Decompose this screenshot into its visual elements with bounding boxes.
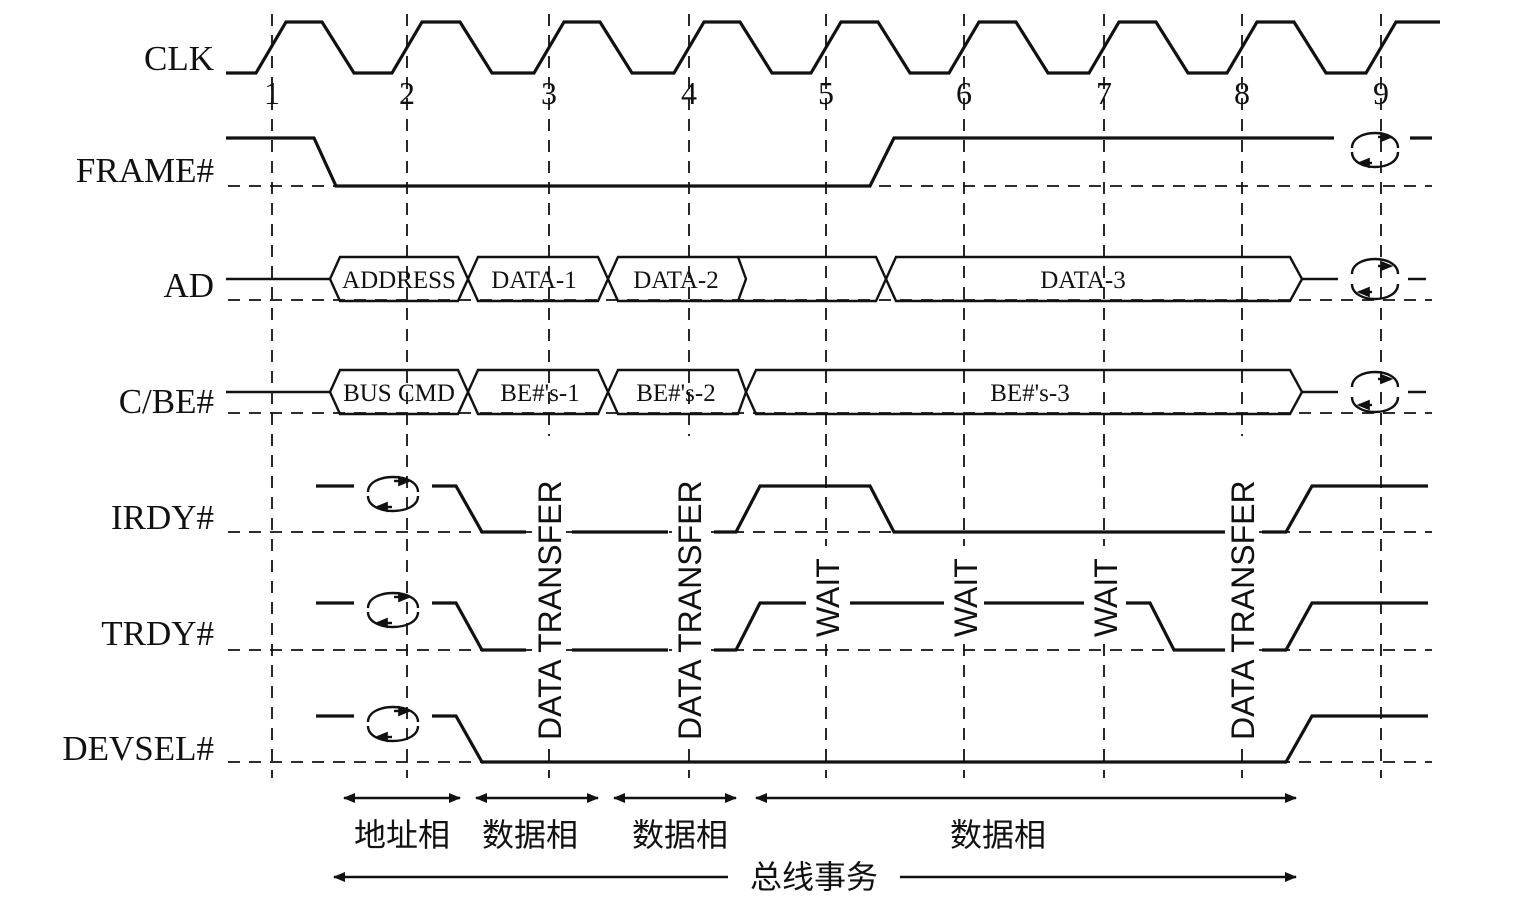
wait-label-7: WAIT bbox=[1088, 558, 1124, 637]
phase-arrows: 地址相 数据相 数据相 数据相 总线事务 bbox=[333, 793, 1297, 896]
cbe-be1-label: BE#'s-1 bbox=[500, 380, 580, 407]
data-phase-2-label: 数据相 bbox=[632, 816, 728, 854]
address-phase-label: 地址相 bbox=[354, 816, 450, 854]
data-phase-1-label: 数据相 bbox=[482, 816, 578, 854]
frame-waveform bbox=[226, 136, 1334, 188]
bus-transaction-label: 总线事务 bbox=[750, 858, 878, 896]
label-irdy: IRDY# bbox=[111, 498, 214, 537]
ad-data2-label: DATA-2 bbox=[633, 267, 719, 294]
clock-edge-gridlines bbox=[271, 14, 1382, 778]
clock-numbers: 1 2 3 4 5 6 7 8 9 bbox=[264, 75, 1389, 111]
wait-label-5: WAIT bbox=[810, 558, 846, 637]
clock-number-3: 3 bbox=[541, 75, 557, 111]
ad-data2-hold bbox=[738, 255, 888, 303]
clock-number-4: 4 bbox=[681, 75, 697, 111]
clock-number-5: 5 bbox=[818, 75, 834, 111]
clock-number-2: 2 bbox=[399, 75, 415, 111]
wait-label-6: WAIT bbox=[948, 558, 984, 637]
vertical-annotations: DATA TRANSFER DATA TRANSFER DATA TRANSFE… bbox=[532, 436, 1261, 742]
clock-number-9: 9 bbox=[1373, 75, 1389, 111]
cbe-turnaround-icon bbox=[1350, 370, 1400, 414]
data-transfer-label-3: DATA TRANSFER bbox=[532, 480, 568, 740]
label-frame: FRAME# bbox=[76, 151, 214, 190]
devsel-turnaround-icon bbox=[366, 705, 420, 743]
cbe-be2-label: BE#'s-2 bbox=[636, 380, 716, 407]
data-transfer-label-4: DATA TRANSFER bbox=[672, 480, 708, 740]
ad-data3-label: DATA-3 bbox=[1040, 267, 1126, 294]
ad-address-label: ADDRESS bbox=[342, 267, 456, 294]
clock-number-1: 1 bbox=[264, 75, 280, 111]
ad-turnaround-icon bbox=[1350, 257, 1400, 301]
trdy-turnaround-icon bbox=[366, 591, 420, 629]
signal-labels: CLK FRAME# AD C/BE# IRDY# TRDY# DEVSEL# bbox=[62, 39, 214, 768]
label-clk: CLK bbox=[144, 39, 214, 78]
label-trdy: TRDY# bbox=[101, 614, 214, 653]
clk-waveform bbox=[226, 20, 1440, 75]
trdy-waveform bbox=[316, 601, 1428, 652]
irdy-waveform bbox=[316, 484, 1428, 534]
clock-number-6: 6 bbox=[956, 75, 972, 111]
ad-bus: ADDRESS DATA-1 DATA-2 DATA-3 bbox=[226, 255, 1426, 303]
frame-turnaround-icon bbox=[1350, 131, 1400, 169]
data-transfer-label-8: DATA TRANSFER bbox=[1225, 480, 1261, 740]
label-cbe: C/BE# bbox=[119, 382, 214, 421]
cbe-buscmd-label: BUS CMD bbox=[343, 380, 455, 407]
cbe-bus: BUS CMD BE#'s-1 BE#'s-2 BE#'s-3 bbox=[226, 368, 1426, 416]
data-phase-3-label: 数据相 bbox=[950, 816, 1046, 854]
irdy-turnaround-icon bbox=[366, 475, 420, 513]
ad-data2-cell bbox=[606, 255, 748, 303]
ad-data1-label: DATA-1 bbox=[491, 267, 577, 294]
clock-number-7: 7 bbox=[1096, 75, 1112, 111]
devsel-waveform bbox=[316, 714, 1428, 764]
label-ad: AD bbox=[163, 266, 214, 305]
cbe-be3-label: BE#'s-3 bbox=[990, 380, 1070, 407]
label-devsel: DEVSEL# bbox=[62, 729, 214, 768]
clock-number-8: 8 bbox=[1234, 75, 1250, 111]
